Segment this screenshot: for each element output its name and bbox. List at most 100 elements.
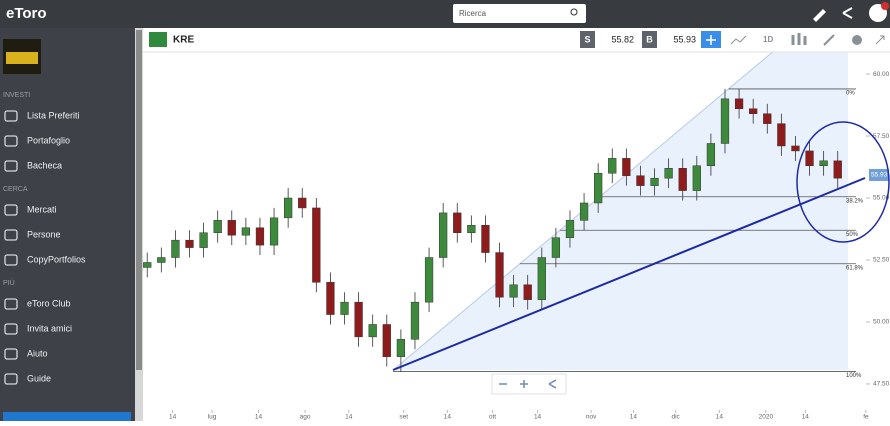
candle-body bbox=[650, 177, 659, 186]
candle-body bbox=[382, 324, 391, 357]
menu-item[interactable]: CopyPortfolios bbox=[27, 254, 86, 264]
menu-item[interactable]: Bacheca bbox=[27, 160, 62, 170]
candle-body bbox=[298, 197, 307, 209]
search-icon[interactable] bbox=[570, 8, 578, 16]
x-tick-label: fe bbox=[863, 414, 869, 421]
trend-line bbox=[392, 177, 866, 371]
buy-label: B bbox=[646, 34, 653, 44]
search-box[interactable] bbox=[453, 4, 586, 23]
x-tick-label: 14 bbox=[802, 414, 810, 421]
indicators-button[interactable] bbox=[730, 35, 747, 45]
zoom-in[interactable] bbox=[520, 380, 528, 388]
section-title: INVESTI bbox=[3, 92, 30, 99]
candle-body bbox=[763, 113, 772, 124]
share-icon[interactable] bbox=[842, 7, 853, 19]
x-tick-label: 14 bbox=[255, 414, 263, 421]
candle-body bbox=[777, 123, 786, 147]
search-placeholder: Ricerca bbox=[459, 9, 487, 18]
menu-item[interactable]: eToro Club bbox=[27, 298, 71, 308]
sidebar-button[interactable] bbox=[3, 412, 131, 421]
candle-body bbox=[791, 145, 800, 152]
section-title: PIÙ bbox=[3, 278, 15, 287]
menu-item[interactable]: Portafoglio bbox=[27, 135, 70, 145]
candle-body bbox=[734, 98, 744, 110]
candle-body bbox=[340, 301, 349, 315]
x-tick-label: 14 bbox=[716, 414, 724, 421]
candle-body bbox=[326, 282, 335, 315]
candle-body bbox=[199, 232, 208, 248]
last-price-label: 55.93 bbox=[871, 172, 888, 179]
candle-body bbox=[509, 284, 518, 298]
menu-icon bbox=[4, 298, 18, 310]
y-tick-label: 60.00 bbox=[873, 71, 890, 78]
expand-button[interactable] bbox=[875, 35, 885, 45]
x-tick-label: 2020 bbox=[759, 414, 774, 421]
share-chart[interactable] bbox=[548, 379, 557, 389]
sell-button[interactable] bbox=[580, 31, 595, 48]
candle-body bbox=[622, 158, 631, 176]
y-tick-label: 52.50 bbox=[873, 257, 890, 264]
settings-button[interactable] bbox=[852, 35, 862, 45]
menu-item[interactable]: Invita amici bbox=[27, 323, 72, 333]
candle-body bbox=[565, 220, 575, 238]
candle-body bbox=[185, 239, 194, 248]
candle-body bbox=[551, 237, 561, 258]
last-price-tag bbox=[869, 168, 889, 181]
candle-body bbox=[678, 168, 687, 191]
menu-icon bbox=[4, 204, 18, 216]
menu-icon bbox=[4, 229, 18, 241]
candle-body bbox=[213, 220, 222, 233]
candle-body bbox=[833, 160, 842, 179]
candle-body bbox=[255, 227, 265, 246]
menu-item[interactable]: Lista Preferiti bbox=[27, 110, 80, 120]
x-tick-label: 14 bbox=[444, 414, 452, 421]
x-tick-label: dic bbox=[672, 414, 681, 421]
buy-price: 55.93 bbox=[673, 34, 696, 44]
candle-body bbox=[805, 150, 814, 167]
candle-body bbox=[312, 207, 321, 283]
y-tick-label: 55.00 bbox=[873, 195, 890, 202]
x-tick-label: 14 bbox=[169, 414, 177, 421]
candle-body bbox=[439, 212, 448, 258]
candle-body bbox=[227, 220, 236, 236]
candle-body bbox=[453, 212, 462, 233]
menu-item[interactable]: Guide bbox=[27, 373, 51, 383]
fib-label: 100% bbox=[846, 373, 862, 379]
fib-label: 38.2% bbox=[846, 198, 864, 204]
x-tick-label: lug bbox=[208, 414, 217, 421]
menu-icon bbox=[4, 254, 18, 266]
menu-item[interactable]: Aiuto bbox=[27, 348, 48, 358]
menu-icon bbox=[4, 135, 18, 147]
timeframe[interactable]: 1D bbox=[763, 35, 773, 44]
candle-body bbox=[579, 202, 589, 221]
chart-type-button[interactable] bbox=[791, 33, 807, 45]
draw-button[interactable] bbox=[823, 34, 835, 46]
buy-button[interactable] bbox=[642, 31, 657, 48]
candle-body bbox=[706, 143, 716, 167]
fib-label: 50% bbox=[846, 232, 859, 238]
sidebar bbox=[0, 28, 135, 421]
avatar-logo bbox=[6, 52, 38, 64]
edit-icon[interactable] bbox=[813, 9, 826, 22]
candle-body bbox=[481, 225, 490, 253]
logo[interactable]: eToro bbox=[6, 5, 47, 22]
candle-body bbox=[269, 217, 279, 246]
menu-icon bbox=[4, 110, 18, 122]
menu-icon bbox=[4, 323, 18, 335]
candle-body bbox=[636, 175, 645, 186]
crosshair-icon bbox=[706, 35, 716, 45]
x-tick-label: nov bbox=[586, 414, 597, 421]
menu-item[interactable]: Mercati bbox=[27, 204, 57, 214]
y-tick-label: 57.50 bbox=[873, 133, 890, 140]
scroll-thumb[interactable] bbox=[136, 30, 142, 370]
menu-icon bbox=[4, 348, 18, 360]
highlight-ellipse bbox=[796, 121, 890, 243]
candle-body bbox=[368, 324, 377, 338]
candle-body bbox=[692, 165, 701, 191]
candle-body bbox=[396, 339, 406, 357]
candle-body bbox=[354, 301, 363, 338]
menu-icon bbox=[4, 373, 18, 385]
x-tick-label: ago bbox=[300, 414, 311, 421]
menu-item[interactable]: Persone bbox=[27, 229, 61, 239]
